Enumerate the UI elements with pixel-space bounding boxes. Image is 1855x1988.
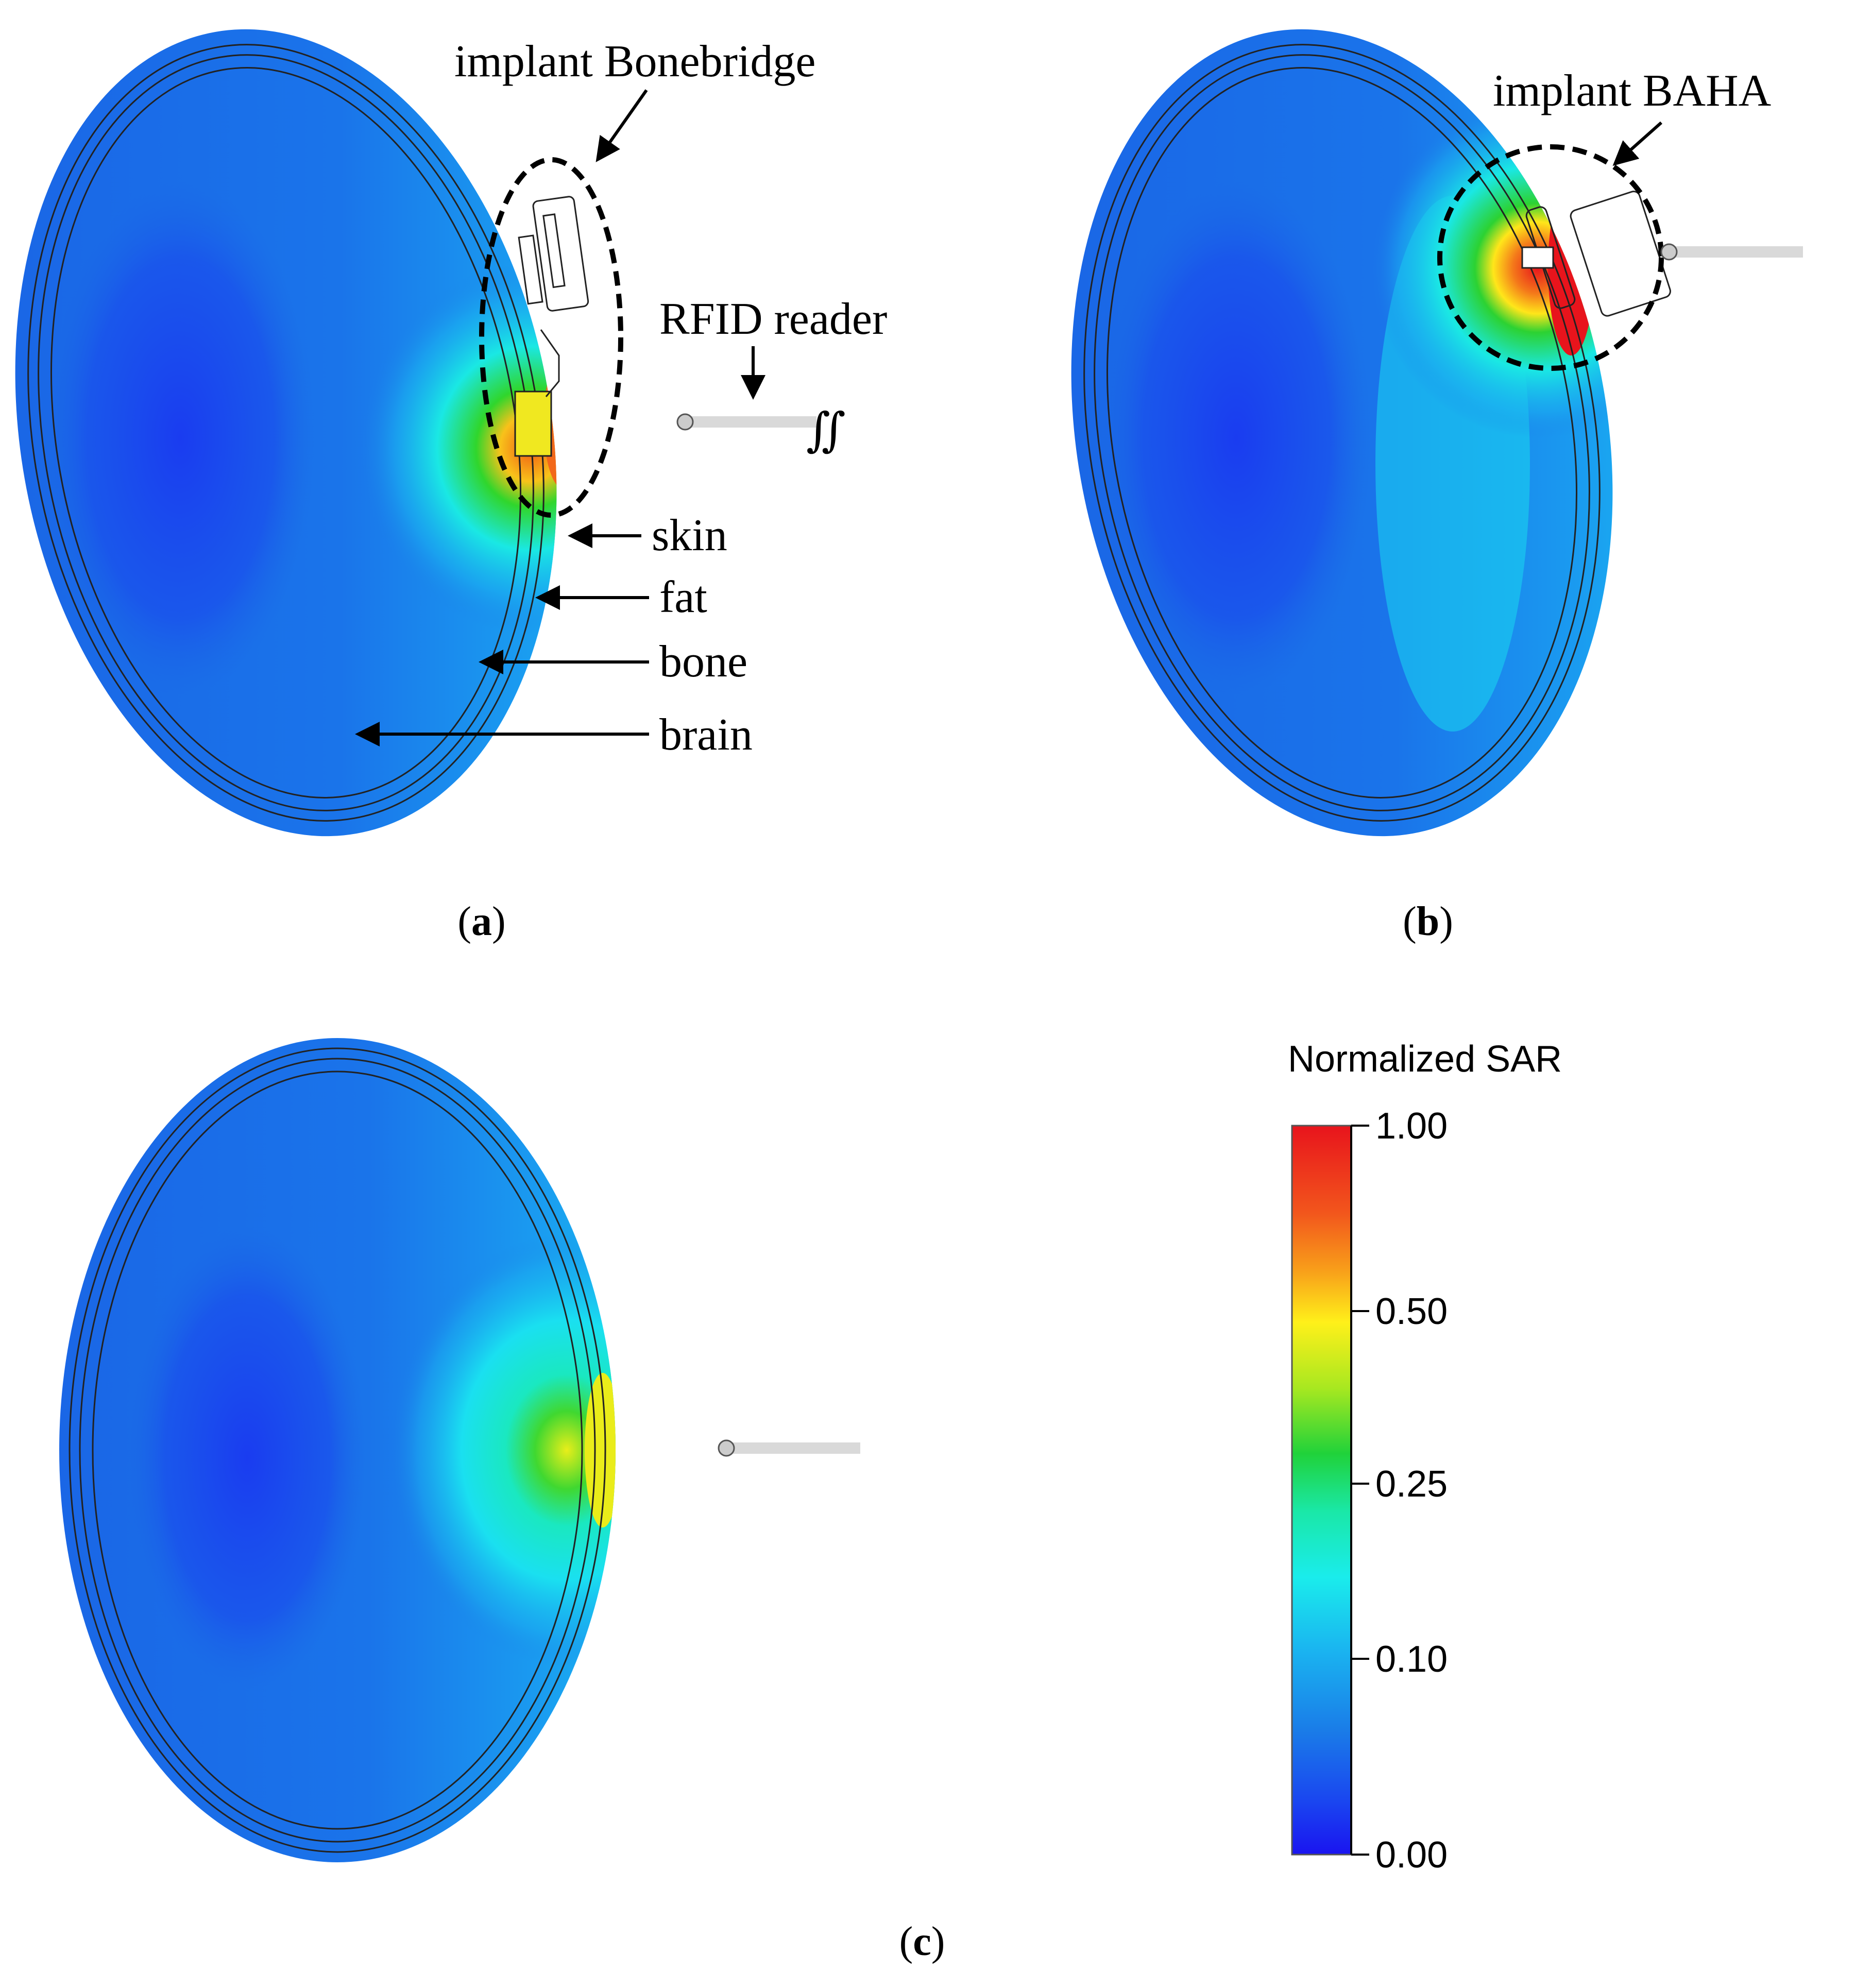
panel-caption-b: (b) [1403,899,1453,944]
bonebridge-implant [514,196,589,457]
colorbar-tick-label-0-10: 0.10 [1375,1639,1448,1680]
colorbar-tick-label-0-00: 0.00 [1375,1834,1448,1876]
rfid-reader-b [1660,243,1803,261]
rfid-reader-a: ∬ [676,405,846,456]
implant-highlight-ellipse-a [479,157,623,518]
reader-symbol-a: ∬ [806,405,846,456]
layer-label-bone: bone [659,637,747,687]
implant-label-b: implant BAHA [1493,66,1771,116]
colorbar-title: Normalized SAR [1288,1039,1562,1080]
rfid-reader-c [718,1439,860,1457]
tissue-boundaries-c [69,1047,606,1853]
colorbar-gradient [1291,1125,1352,1856]
colorbar-tick-label-1-00: 1.00 [1375,1106,1448,1147]
colorbar-ticks: 1.00 0.50 0.25 0.10 0.00 [1351,1106,1448,1876]
panel-a: ∬ implant Bonebridge RFID reader skin fa… [0,0,887,944]
reader-label-a: RFID reader [659,294,887,344]
colorbar-tick-label-0-50: 0.50 [1375,1291,1448,1332]
layer-label-brain: brain [659,710,753,760]
panel-c: (c) [59,1038,945,1964]
implant-arrow-a [595,89,648,162]
implant-highlight-circle-b [1437,144,1664,371]
head-model-c [59,1038,616,1862]
implant-arrow-b [1612,121,1662,166]
colorbar-tick-label-0-25: 0.25 [1375,1464,1448,1505]
head-model-a [0,0,618,876]
tissue-boundaries-b [1083,44,1601,822]
head-model-b [1056,0,1674,876]
tissue-boundaries-a [27,44,544,822]
sar-colorbar: Normalized SAR 1.00 0.50 0.25 0.10 0.00 [1288,1039,1562,1876]
panel-b: implant BAHA (b) [1056,0,1803,944]
panel-caption-a: (a) [457,899,505,944]
implant-label-a: implant Bonebridge [454,37,815,87]
panel-caption-c: (c) [899,1919,945,1964]
baha-implant [1521,191,1671,317]
layer-label-fat: fat [659,572,707,622]
layer-label-skin: skin [652,511,727,560]
